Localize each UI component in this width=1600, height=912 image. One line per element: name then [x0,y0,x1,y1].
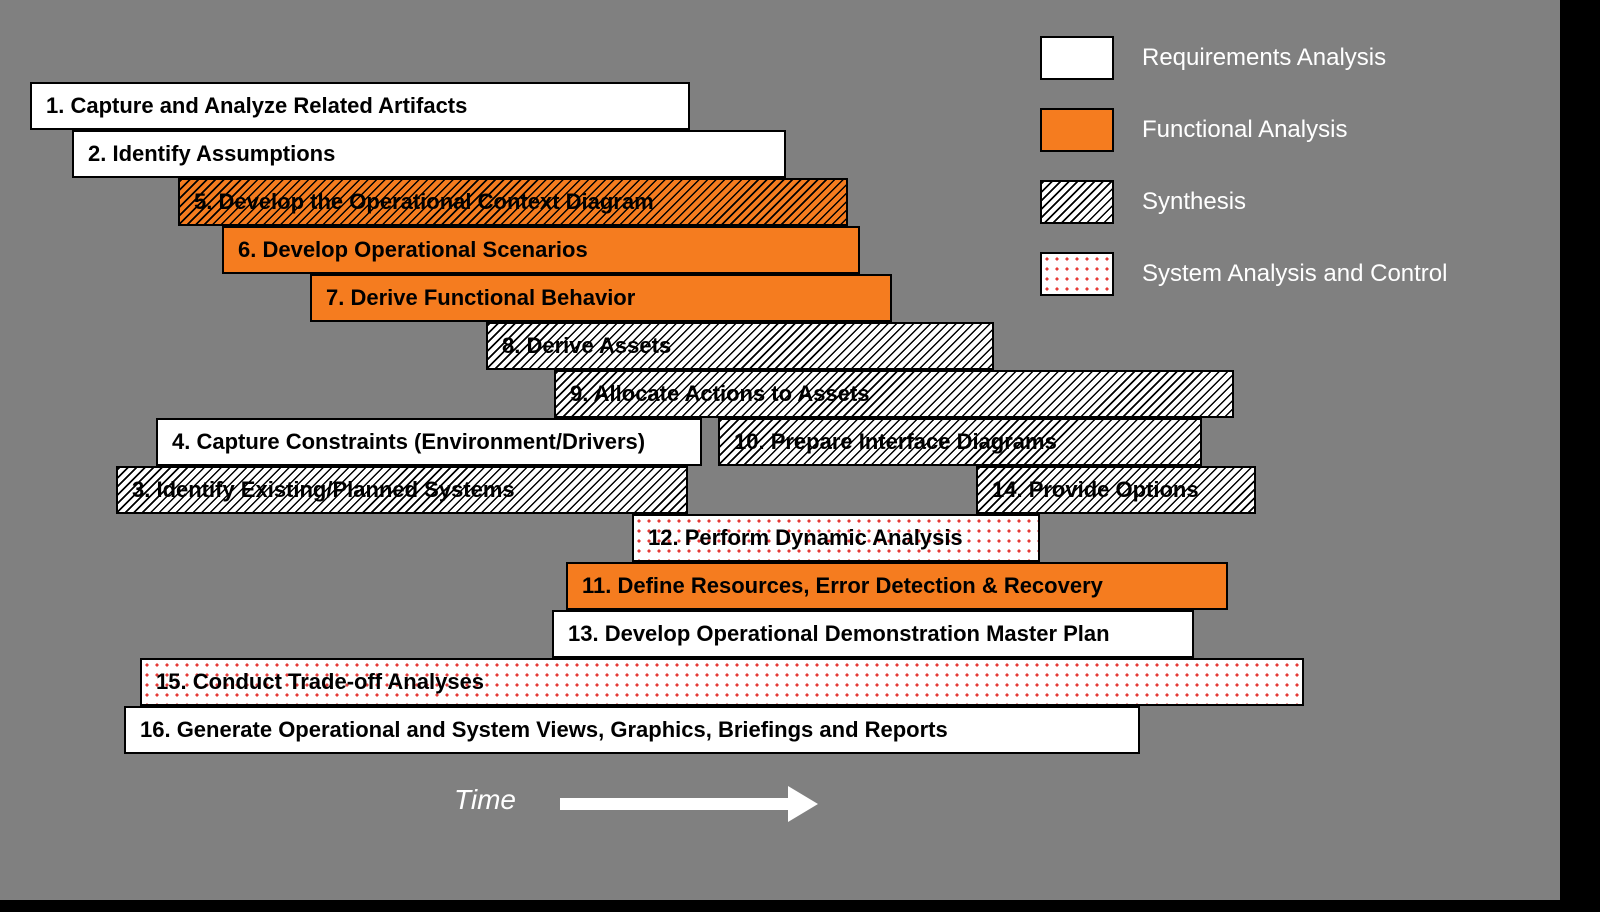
bar-12: 12. Perform Dynamic Analysis [632,514,1040,562]
legend-swatch-1 [1040,108,1114,152]
legend-swatch-2 [1040,180,1114,224]
bar-8: 8. Derive Assets [486,322,994,370]
bar-15-label: 15. Conduct Trade-off Analyses [156,669,484,695]
bar-13: 13. Develop Operational Demonstration Ma… [552,610,1194,658]
bar-10-label: 10. Prepare Interface Diagrams [734,429,1057,455]
legend-row-2: Synthesis [1040,180,1500,224]
bar-16-label: 16. Generate Operational and System View… [140,717,948,743]
legend-row-1: Functional Analysis [1040,108,1500,152]
diagram-canvas: 1. Capture and Analyze Related Artifacts… [0,0,1560,900]
bar-2-label: 2. Identify Assumptions [88,141,335,167]
bar-13-label: 13. Develop Operational Demonstration Ma… [568,621,1110,647]
bar-3-label: 3. Identify Existing/Planned Systems [132,477,515,503]
bar-11-label: 11. Define Resources, Error Detection & … [582,573,1103,599]
legend-label-1: Functional Analysis [1142,115,1347,145]
bar-2: 2. Identify Assumptions [72,130,786,178]
bar-1-label: 1. Capture and Analyze Related Artifacts [46,93,467,119]
bar-3: 3. Identify Existing/Planned Systems [116,466,688,514]
bar-14-label: 14. Provide Options [992,477,1199,503]
legend-row-3: System Analysis and Control [1040,252,1500,296]
bar-6: 6. Develop Operational Scenarios [222,226,860,274]
bar-9: 9. Allocate Actions to Assets [554,370,1234,418]
time-axis-label: Time [454,784,516,816]
legend-label-2: Synthesis [1142,187,1246,217]
bar-5-label: 5. Develop the Operational Context Diagr… [194,189,654,215]
bar-15: 15. Conduct Trade-off Analyses [140,658,1304,706]
time-axis-arrow [560,798,790,810]
bar-8-label: 8. Derive Assets [502,333,671,359]
bar-10: 10. Prepare Interface Diagrams [718,418,1202,466]
legend-row-0: Requirements Analysis [1040,36,1500,80]
bar-5: 5. Develop the Operational Context Diagr… [178,178,848,226]
bar-4: 4. Capture Constraints (Environment/Driv… [156,418,702,466]
legend-label-0: Requirements Analysis [1142,43,1386,73]
legend-swatch-3 [1040,252,1114,296]
bar-4-label: 4. Capture Constraints (Environment/Driv… [172,429,645,455]
bar-1: 1. Capture and Analyze Related Artifacts [30,82,690,130]
legend-label-3: System Analysis and Control [1142,259,1447,289]
bar-16: 16. Generate Operational and System View… [124,706,1140,754]
bar-6-label: 6. Develop Operational Scenarios [238,237,588,263]
bar-14: 14. Provide Options [976,466,1256,514]
bar-12-label: 12. Perform Dynamic Analysis [648,525,963,551]
bar-9-label: 9. Allocate Actions to Assets [570,381,870,407]
bar-7: 7. Derive Functional Behavior [310,274,892,322]
bar-11: 11. Define Resources, Error Detection & … [566,562,1228,610]
legend-swatch-0 [1040,36,1114,80]
legend: Requirements Analysis Functional Analysis… [1040,36,1500,324]
bar-7-label: 7. Derive Functional Behavior [326,285,635,311]
